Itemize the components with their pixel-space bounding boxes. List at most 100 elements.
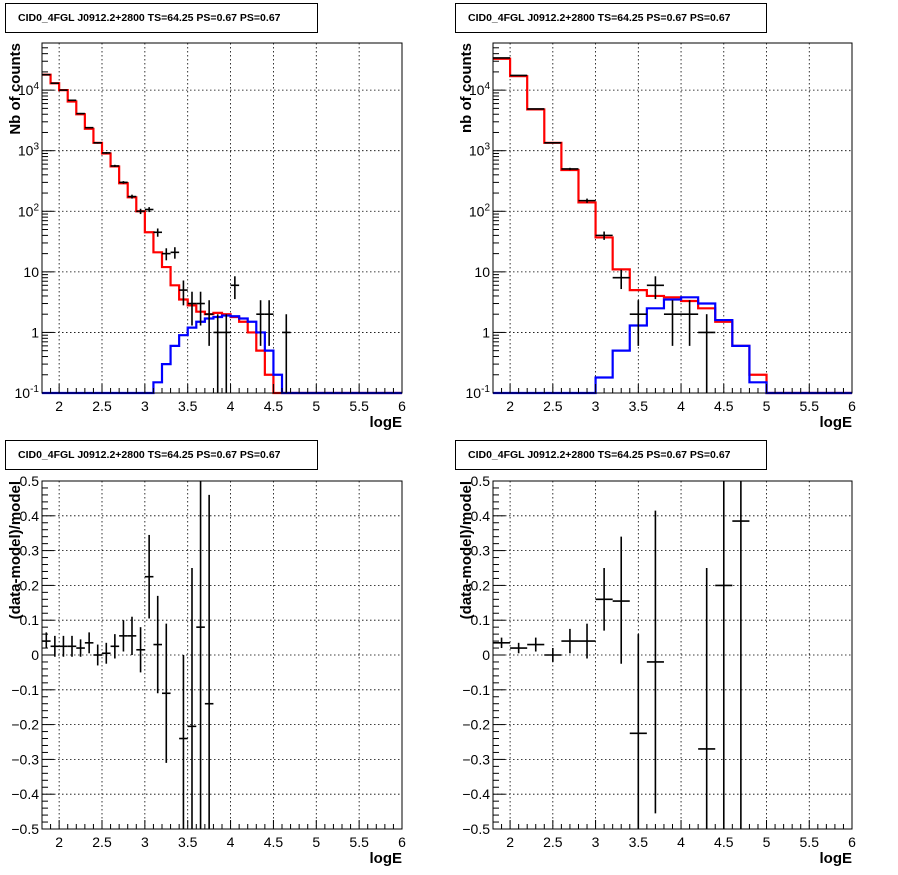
x-tick-label: 3.5 bbox=[178, 398, 198, 414]
data-point bbox=[561, 167, 579, 171]
data-point bbox=[144, 534, 154, 619]
data-point bbox=[187, 568, 197, 829]
y-tick-label: 0.5 bbox=[471, 473, 491, 489]
x-tick-label: 5.5 bbox=[800, 398, 820, 414]
y-tick-label: −0.3 bbox=[11, 751, 39, 767]
data-point bbox=[93, 644, 102, 666]
x-tick-label: 5 bbox=[312, 834, 320, 850]
histogram-series bbox=[42, 73, 402, 395]
data-point bbox=[732, 481, 750, 829]
data-point bbox=[698, 568, 716, 829]
data-point bbox=[110, 164, 120, 167]
panel-1: 2 2.5 3 3.5 4 4.5 5 5.5 610-1110102103104logEnb … bbox=[458, 42, 856, 431]
y-tick-label: 103 bbox=[18, 142, 40, 159]
y-tick-label: −0.5 bbox=[11, 821, 39, 837]
y-tick-label: 0.2 bbox=[471, 577, 491, 593]
data-point bbox=[561, 628, 579, 654]
data-point bbox=[179, 280, 188, 306]
y-tick-label: 0.2 bbox=[20, 577, 40, 593]
y-axis-label: nb of counts bbox=[458, 43, 475, 133]
x-tick-label: 3.5 bbox=[629, 834, 649, 850]
data-point bbox=[84, 632, 94, 654]
data-point bbox=[663, 300, 682, 346]
y-tick-label: 10-1 bbox=[466, 384, 491, 401]
x-tick-label: 3 bbox=[592, 398, 600, 414]
data-point bbox=[204, 300, 214, 346]
x-tick-label: 4.5 bbox=[714, 398, 734, 414]
data-point bbox=[578, 623, 596, 659]
data-point bbox=[144, 207, 154, 213]
data-point bbox=[170, 247, 180, 259]
data-point bbox=[50, 635, 60, 657]
title-box-bottom-left: CID0_4FGL J0912.2+2800 TS=64.25 PS=0.67 … bbox=[5, 440, 318, 470]
data-point bbox=[110, 634, 120, 659]
y-tick-label: 102 bbox=[18, 202, 40, 219]
data-point bbox=[493, 637, 511, 649]
data-point bbox=[612, 269, 630, 290]
data-point bbox=[213, 314, 222, 393]
x-tick-label: 5 bbox=[763, 834, 771, 850]
x-tick-label: 4 bbox=[677, 834, 685, 850]
y-axis-label: (data-model)/model bbox=[7, 481, 24, 619]
title-box-top-left: CID0_4FGL J0912.2+2800 TS=64.25 PS=0.67 … bbox=[5, 3, 318, 33]
y-tick-label: 0.3 bbox=[20, 543, 40, 559]
y-tick-label: 0 bbox=[482, 647, 490, 663]
x-tick-label: 4.5 bbox=[264, 398, 284, 414]
data-point bbox=[42, 632, 51, 649]
data-point bbox=[67, 635, 77, 657]
data-point bbox=[196, 291, 205, 326]
data-point bbox=[595, 231, 613, 240]
y-tick-label: −0.2 bbox=[11, 717, 39, 733]
data-point bbox=[76, 112, 85, 115]
plot-frame bbox=[41, 42, 403, 394]
x-tick-label: 4 bbox=[227, 398, 235, 414]
panel-3: 2 2.5 3 3.5 4 4.5 5 5.5 6 −0.5 −0.4 −0.3 −0.2 −0.1 0 0.… bbox=[458, 473, 856, 867]
x-tick-label: 3.5 bbox=[629, 398, 649, 414]
x-tick-label: 6 bbox=[398, 834, 406, 850]
x-tick-label: 4.5 bbox=[264, 834, 284, 850]
data-point bbox=[93, 142, 102, 144]
y-tick-label: 10 bbox=[23, 264, 39, 280]
y-tick-label: −0.1 bbox=[11, 682, 39, 698]
x-tick-label: 6 bbox=[848, 398, 856, 414]
data-point bbox=[136, 208, 145, 215]
data-point bbox=[59, 89, 68, 91]
data-point bbox=[256, 300, 265, 346]
y-axis-label: Nb of counts bbox=[7, 43, 24, 135]
y-tick-label: 10 bbox=[474, 264, 490, 280]
x-tick-label: 2.5 bbox=[543, 834, 563, 850]
y-tick-label: 0.1 bbox=[20, 612, 40, 628]
x-tick-label: 5 bbox=[763, 398, 771, 414]
data-point bbox=[612, 536, 630, 664]
x-tick-label: 4 bbox=[677, 398, 685, 414]
y-tick-label: 0 bbox=[31, 647, 39, 663]
y-tick-label: −0.2 bbox=[462, 717, 490, 733]
data-point bbox=[102, 152, 111, 154]
data-point bbox=[136, 627, 145, 673]
data-point bbox=[76, 639, 85, 657]
y-tick-label: −0.3 bbox=[462, 751, 490, 767]
data-point bbox=[153, 228, 162, 237]
data-point bbox=[698, 314, 716, 393]
data-point bbox=[646, 510, 664, 814]
y-tick-label: −0.5 bbox=[462, 821, 490, 837]
panel-2: 2 2.5 3 3.5 4 4.5 5 5.5 6 −0.5 −0.4 −0.3 −0.2 −0.1 0 0.… bbox=[7, 473, 406, 867]
y-tick-label: 0.5 bbox=[20, 473, 40, 489]
data-point bbox=[127, 194, 137, 199]
data-point bbox=[119, 181, 128, 184]
y-tick-label: −0.4 bbox=[462, 786, 490, 802]
y-tick-label: −0.4 bbox=[11, 786, 39, 802]
x-tick-label: 3 bbox=[141, 834, 149, 850]
data-point bbox=[646, 276, 664, 300]
x-axis-label: logE bbox=[370, 414, 403, 431]
data-point bbox=[527, 108, 545, 110]
x-tick-label: 2 bbox=[55, 398, 63, 414]
x-tick-label: 5.5 bbox=[349, 398, 369, 414]
x-tick-label: 4.5 bbox=[714, 834, 734, 850]
data-point bbox=[510, 642, 528, 654]
data-point bbox=[222, 314, 231, 393]
title-box-bottom-right: CID0_4FGL J0912.2+2800 TS=64.25 PS=0.67 … bbox=[455, 440, 767, 470]
x-tick-label: 4 bbox=[227, 834, 235, 850]
x-tick-label: 3 bbox=[592, 834, 600, 850]
